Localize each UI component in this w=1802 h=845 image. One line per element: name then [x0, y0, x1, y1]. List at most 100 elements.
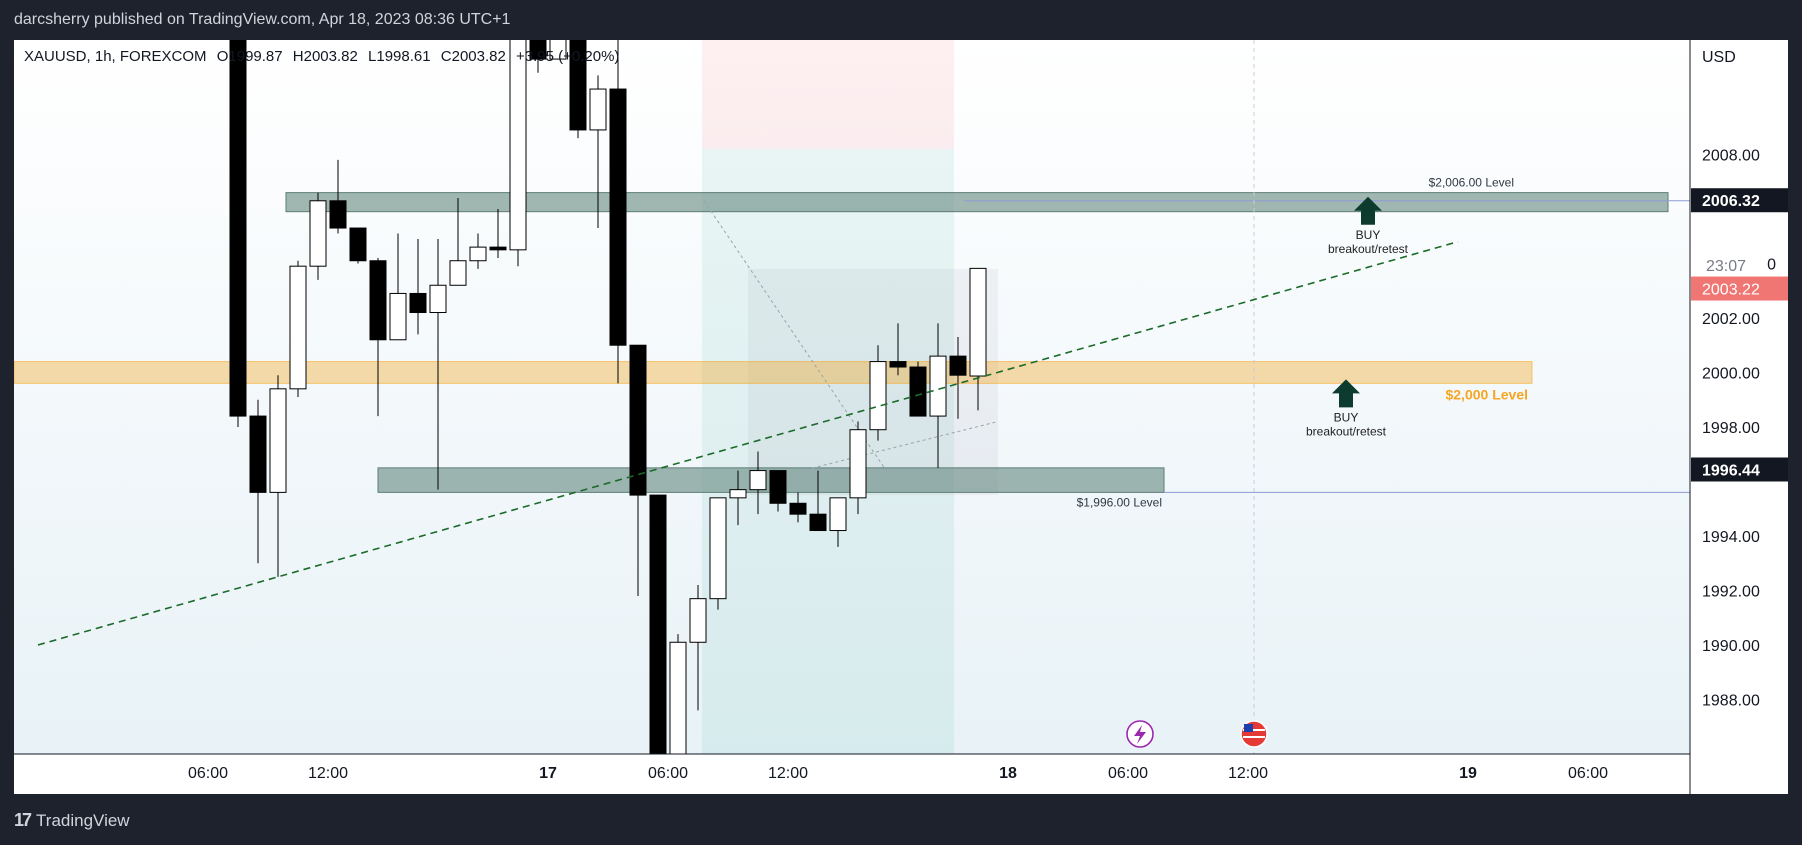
candle-body[interactable]	[329, 200, 347, 229]
candle-body[interactable]	[249, 415, 267, 493]
candle-body[interactable]	[409, 292, 427, 314]
y-tick-label: 1988.00	[1702, 692, 1760, 709]
x-tick-label: 12:00	[768, 765, 808, 782]
helper-line-down	[703, 200, 889, 474]
buy-arrow-icon	[1354, 196, 1382, 225]
candle-body[interactable]	[929, 355, 947, 417]
helper-line-up	[747, 421, 999, 485]
candle-body[interactable]	[429, 284, 447, 314]
candle-body[interactable]	[449, 260, 467, 286]
candle-body[interactable]	[629, 344, 647, 496]
candle-body[interactable]	[229, 40, 247, 417]
buy-label-2: BUY	[1334, 410, 1359, 424]
x-tick-label: 06:00	[648, 765, 688, 782]
y-tick-label: 1994.00	[1702, 529, 1760, 546]
candle-body[interactable]	[489, 246, 507, 251]
high-value: H2003.82	[292, 48, 358, 65]
candle-body[interactable]	[769, 470, 787, 504]
candle-body[interactable]	[649, 494, 667, 794]
candle-body[interactable]	[589, 88, 607, 131]
candle-body[interactable]	[549, 40, 567, 60]
candle-body[interactable]	[569, 40, 587, 131]
time-axis-panel	[14, 754, 1690, 794]
y-tick-label: 2000.00	[1702, 365, 1760, 382]
publish-info: darcsherry published on TradingView.com,…	[14, 11, 511, 28]
level-zone-2006	[285, 192, 1669, 213]
y-tick-label: 2008.00	[1702, 147, 1760, 164]
candle-body[interactable]	[689, 598, 707, 643]
trend-line[interactable]	[37, 240, 1459, 646]
candle-body[interactable]	[829, 497, 847, 532]
price-badge	[1691, 457, 1788, 482]
short-position-target-zone	[702, 149, 954, 754]
lightning-bolt-icon	[1134, 725, 1146, 744]
x-tick-label: 17	[539, 765, 557, 782]
tradingview-brand[interactable]: 17 TradingView	[14, 810, 130, 831]
buy-label-1: BUY	[1356, 228, 1381, 242]
x-tick-label: 18	[999, 765, 1017, 782]
change-value: +3.95 (+0.20%)	[516, 48, 620, 65]
candle-body[interactable]	[469, 246, 487, 262]
y-tick-label: 1990.00	[1702, 638, 1760, 655]
price-badge-label: 1996.44	[1702, 462, 1760, 479]
plot-background	[14, 40, 1690, 754]
short-position-risk-zone	[702, 40, 954, 150]
candle-body[interactable]	[949, 355, 967, 376]
level-label-1996: $1,996.00 Level	[1077, 495, 1162, 509]
candle-body[interactable]	[729, 489, 747, 499]
candle-body[interactable]	[749, 470, 767, 491]
y-tick-label: 2002.00	[1702, 311, 1760, 328]
footer-bar: 17 TradingView	[0, 794, 1802, 845]
open-value: O1999.87	[216, 48, 283, 65]
x-tick-label: 12:00	[308, 765, 348, 782]
candle-body[interactable]	[709, 497, 727, 600]
currency-label: USD	[1702, 49, 1736, 66]
price-axis-note: 0	[1767, 256, 1776, 273]
chart-frame[interactable]: $2,006.00 Level $2,000 Level $1,996.00 Lev…	[14, 40, 1788, 794]
countdown-label: 23:07	[1706, 258, 1746, 275]
flag-canton	[1244, 724, 1253, 732]
candle-body[interactable]	[349, 227, 367, 262]
candle-body[interactable]	[789, 502, 807, 515]
candle-body[interactable]	[969, 267, 987, 377]
publish-header: darcsherry published on TradingView.com,…	[0, 0, 1802, 40]
x-tick-label: 06:00	[188, 765, 228, 782]
candle-body[interactable]	[869, 361, 887, 431]
symbol-label: XAUUSD, 1h, FOREXCOM	[24, 48, 207, 65]
candle-body[interactable]	[529, 40, 547, 60]
x-tick-label: 06:00	[1568, 765, 1608, 782]
candle-body[interactable]	[909, 366, 927, 417]
candle-body[interactable]	[369, 260, 387, 341]
level-zone-2000	[14, 361, 1533, 384]
brand-label: TradingView	[36, 810, 130, 830]
buy-sublabel-1: breakout/retest	[1328, 242, 1409, 256]
price-chart[interactable]: $2,006.00 Level $2,000 Level $1,996.00 Lev…	[14, 40, 1788, 794]
low-value: L1998.61	[368, 48, 431, 65]
candle-body[interactable]	[889, 361, 907, 368]
candle-body[interactable]	[849, 429, 867, 499]
ohlc-legend: XAUUSD, 1h, FOREXCOM O1999.87 H2003.82 L…	[24, 48, 625, 65]
y-tick-label: 1992.00	[1702, 583, 1760, 600]
buy-arrow-icon	[1332, 379, 1360, 408]
candle-body[interactable]	[809, 513, 827, 532]
candle-body[interactable]	[309, 200, 327, 267]
candle-body[interactable]	[509, 40, 527, 251]
candle-body[interactable]	[609, 88, 627, 346]
candle-body[interactable]	[289, 265, 307, 390]
x-tick-label: 12:00	[1228, 765, 1268, 782]
x-tick-label: 19	[1459, 765, 1477, 782]
buy-sublabel-2: breakout/retest	[1306, 424, 1387, 438]
candle-body[interactable]	[269, 388, 287, 493]
price-badge	[1691, 188, 1788, 213]
tradingview-logo-icon: 17	[14, 810, 32, 830]
candle-body[interactable]	[389, 292, 407, 341]
price-badge-label: 2003.22	[1702, 282, 1760, 299]
close-value: C2003.82	[440, 48, 506, 65]
x-tick-label: 06:00	[1108, 765, 1148, 782]
level-label-2000: $2,000 Level	[1445, 386, 1528, 402]
price-axis-panel	[1690, 40, 1788, 794]
price-badge-red	[1691, 276, 1788, 301]
level-label-2006: $2,006.00 Level	[1429, 176, 1514, 190]
price-badge-label: 2006.32	[1702, 193, 1760, 210]
y-tick-label: 1998.00	[1702, 420, 1760, 437]
